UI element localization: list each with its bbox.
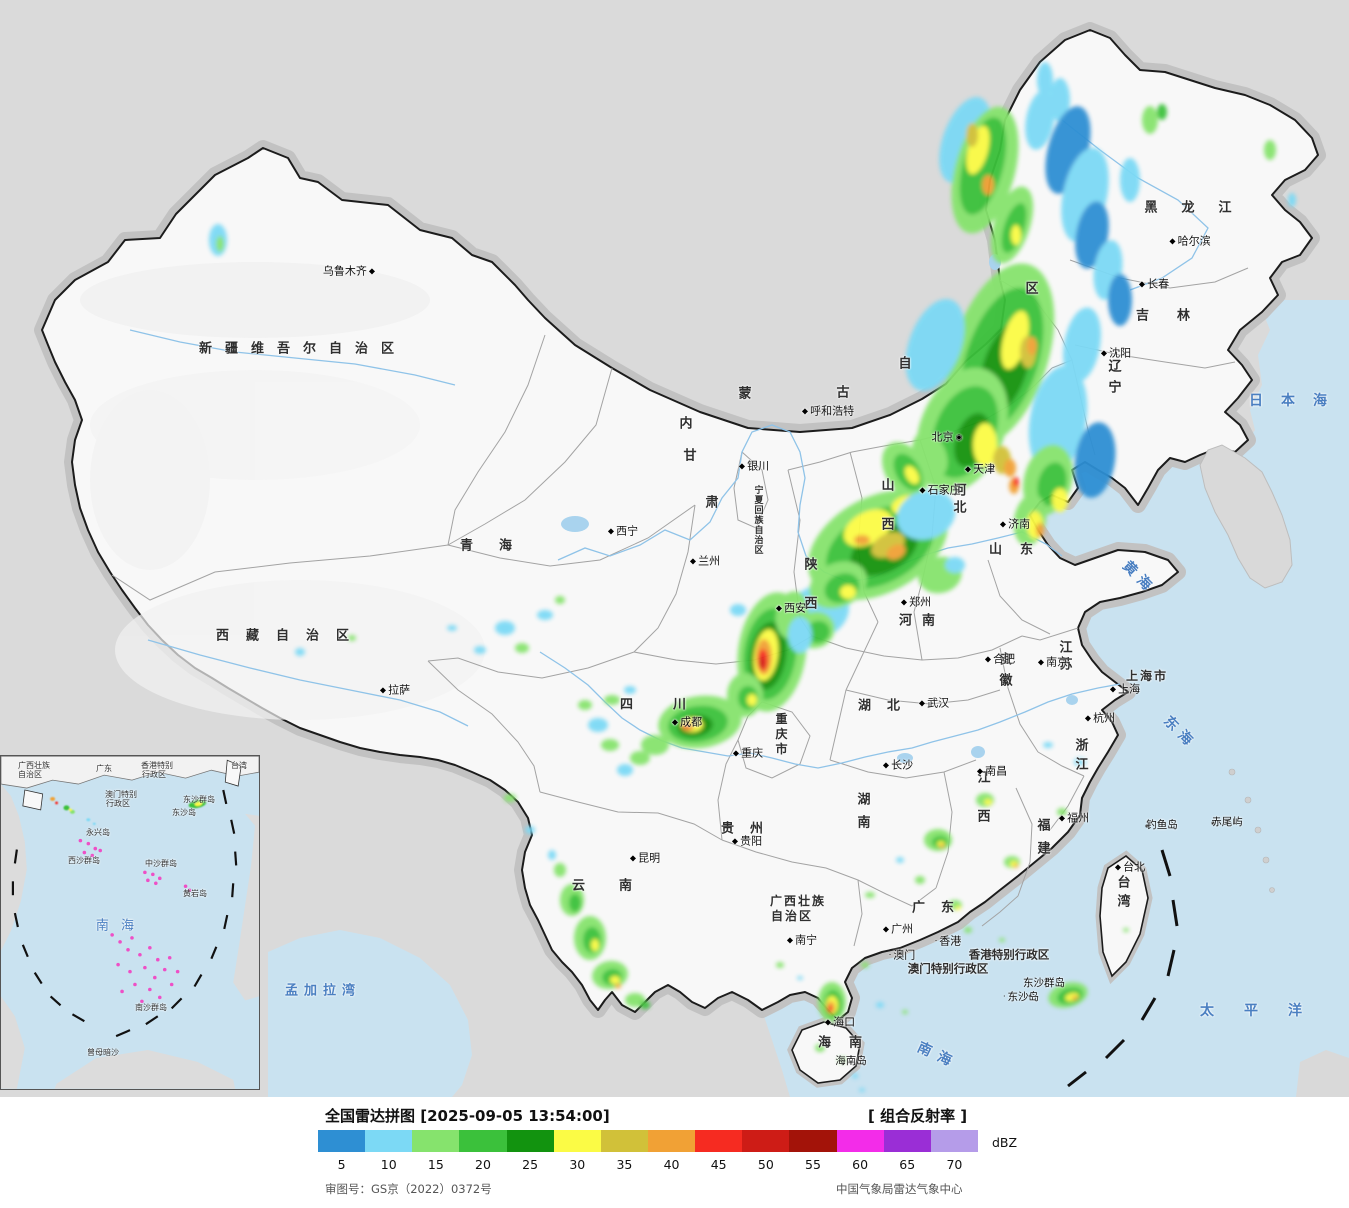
dbz-scale-cell: 35 <box>600 1130 648 1172</box>
dbz-value-label: 15 <box>427 1157 444 1172</box>
dashed-maritime-boundary <box>1067 849 1179 1088</box>
dbz-color-swatch <box>459 1130 507 1152</box>
rivers <box>129 119 1209 769</box>
dbz-scale-cell: 55 <box>789 1130 837 1172</box>
inset-label: 南 海 <box>95 918 139 934</box>
ocean <box>762 300 1349 1097</box>
dbz-value-label: 70 <box>946 1157 963 1172</box>
dbz-value-label: 45 <box>710 1157 727 1172</box>
inset-label: 东沙岛 <box>172 808 196 817</box>
dbz-color-swatch <box>647 1130 696 1152</box>
inset-dashed-boundary <box>11 789 238 1038</box>
product-label: [ 组合反射率 ] <box>868 1107 968 1125</box>
philippines-land <box>1296 1050 1349 1097</box>
dbz-color-swatch <box>695 1130 743 1152</box>
inset-label: 曾母暗沙 <box>87 1048 119 1057</box>
inset-label: 台湾 <box>231 761 247 770</box>
inset-label: 东沙群岛 <box>183 795 215 804</box>
inset-taiwan <box>224 759 242 787</box>
dbz-value-label: 30 <box>569 1157 586 1172</box>
korea-peninsula <box>1199 444 1293 589</box>
dbz-scale-cell: 70 <box>930 1130 978 1172</box>
legend-panel: 全国雷达拼图 [2025-09-05 13:54:00] [ 组合反射率 ] 5… <box>0 1097 1349 1208</box>
radar-echo-layer <box>209 62 1296 1092</box>
inset-label: 行政区 <box>142 770 166 779</box>
inset-philippines <box>233 813 259 1001</box>
dbz-scale-cell: 40 <box>647 1130 696 1172</box>
dbz-color-scale: 5 10 15 20 25 30 35 40 45 50 55 60 65 70 <box>318 1130 978 1172</box>
inset-borneo <box>54 1050 236 1089</box>
inset-indochina <box>1 784 27 951</box>
dbz-value-label: 10 <box>380 1157 397 1172</box>
inset-label: 黄岩岛 <box>183 889 207 898</box>
inset-china-coast <box>1 756 259 789</box>
dbz-value-label: 40 <box>663 1157 680 1172</box>
dbz-color-swatch <box>318 1130 366 1152</box>
dbz-value-label: 25 <box>522 1157 539 1172</box>
dbz-color-swatch <box>836 1130 884 1152</box>
dbz-scale-cell: 5 <box>318 1130 366 1172</box>
terrain-shading <box>80 262 485 720</box>
dbz-scale-cell: 15 <box>412 1130 460 1172</box>
dbz-color-swatch <box>412 1130 460 1152</box>
dbz-scale-cell: 10 <box>365 1130 413 1172</box>
inset-label: 西沙群岛 <box>68 856 100 865</box>
dbz-color-swatch <box>930 1130 978 1152</box>
data-source: 中国气象局雷达气象中心 <box>836 1182 963 1196</box>
inset-label: 永兴岛 <box>86 828 110 837</box>
dbz-value-label: 55 <box>805 1157 821 1172</box>
dbz-color-swatch <box>553 1130 601 1152</box>
dbz-scale-cell: 65 <box>883 1130 931 1172</box>
dbz-color-swatch <box>506 1130 554 1152</box>
dbz-color-swatch <box>883 1130 931 1152</box>
lakes <box>561 254 1078 763</box>
dbz-scale-cell: 45 <box>695 1130 743 1172</box>
dbz-color-swatch <box>742 1130 790 1152</box>
dbz-scale-cell: 60 <box>836 1130 884 1172</box>
inset-map-svg <box>1 756 259 1089</box>
inset-label: 中沙群岛 <box>145 859 177 868</box>
inset-label: 香港特别 <box>141 761 173 770</box>
inset-label: 广西壮族 <box>18 761 50 770</box>
south-china-sea-inset: 广西壮族 自治区 广东 香港特别 行政区 台湾 澳门特别 行政区 东沙群岛 东沙岛 永兴岛 西沙群岛中… <box>0 755 260 1090</box>
dbz-color-swatch <box>789 1130 837 1152</box>
inset-label: 广东 <box>96 764 112 773</box>
island-dots <box>1028 821 1215 998</box>
bay-of-bengal <box>268 930 472 1097</box>
inset-reef-dots <box>78 838 192 1004</box>
dbz-value-label: 20 <box>475 1157 491 1172</box>
inset-radar-echoes <box>50 796 207 825</box>
inset-label: 行政区 <box>106 799 130 808</box>
dbz-scale-cell: 20 <box>459 1130 507 1172</box>
dbz-color-swatch <box>600 1130 648 1152</box>
inset-malay <box>1 996 25 1089</box>
dbz-value-label: 50 <box>757 1157 774 1172</box>
inset-label: 南沙群岛 <box>135 1003 167 1012</box>
dbz-unit-label: dBZ <box>992 1135 1018 1150</box>
dbz-value-label: 5 <box>337 1157 346 1172</box>
dbz-scale-cell: 30 <box>553 1130 601 1172</box>
dbz-scale-cell: 50 <box>742 1130 790 1172</box>
dbz-value-label: 35 <box>616 1157 633 1172</box>
approval-number: 审图号：GS京（2022）0372号 <box>325 1182 492 1196</box>
dbz-color-swatch <box>365 1130 413 1152</box>
inset-label: 澳门特别 <box>105 790 137 799</box>
dbz-scale-cell: 25 <box>506 1130 554 1172</box>
ryukyu-islands <box>1228 768 1275 893</box>
inset-label: 自治区 <box>18 770 42 779</box>
dbz-value-label: 60 <box>852 1157 869 1172</box>
map-title: 全国雷达拼图 [2025-09-05 13:54:00] <box>325 1107 610 1125</box>
inset-hainan <box>22 789 44 811</box>
dbz-value-label: 65 <box>899 1157 916 1172</box>
